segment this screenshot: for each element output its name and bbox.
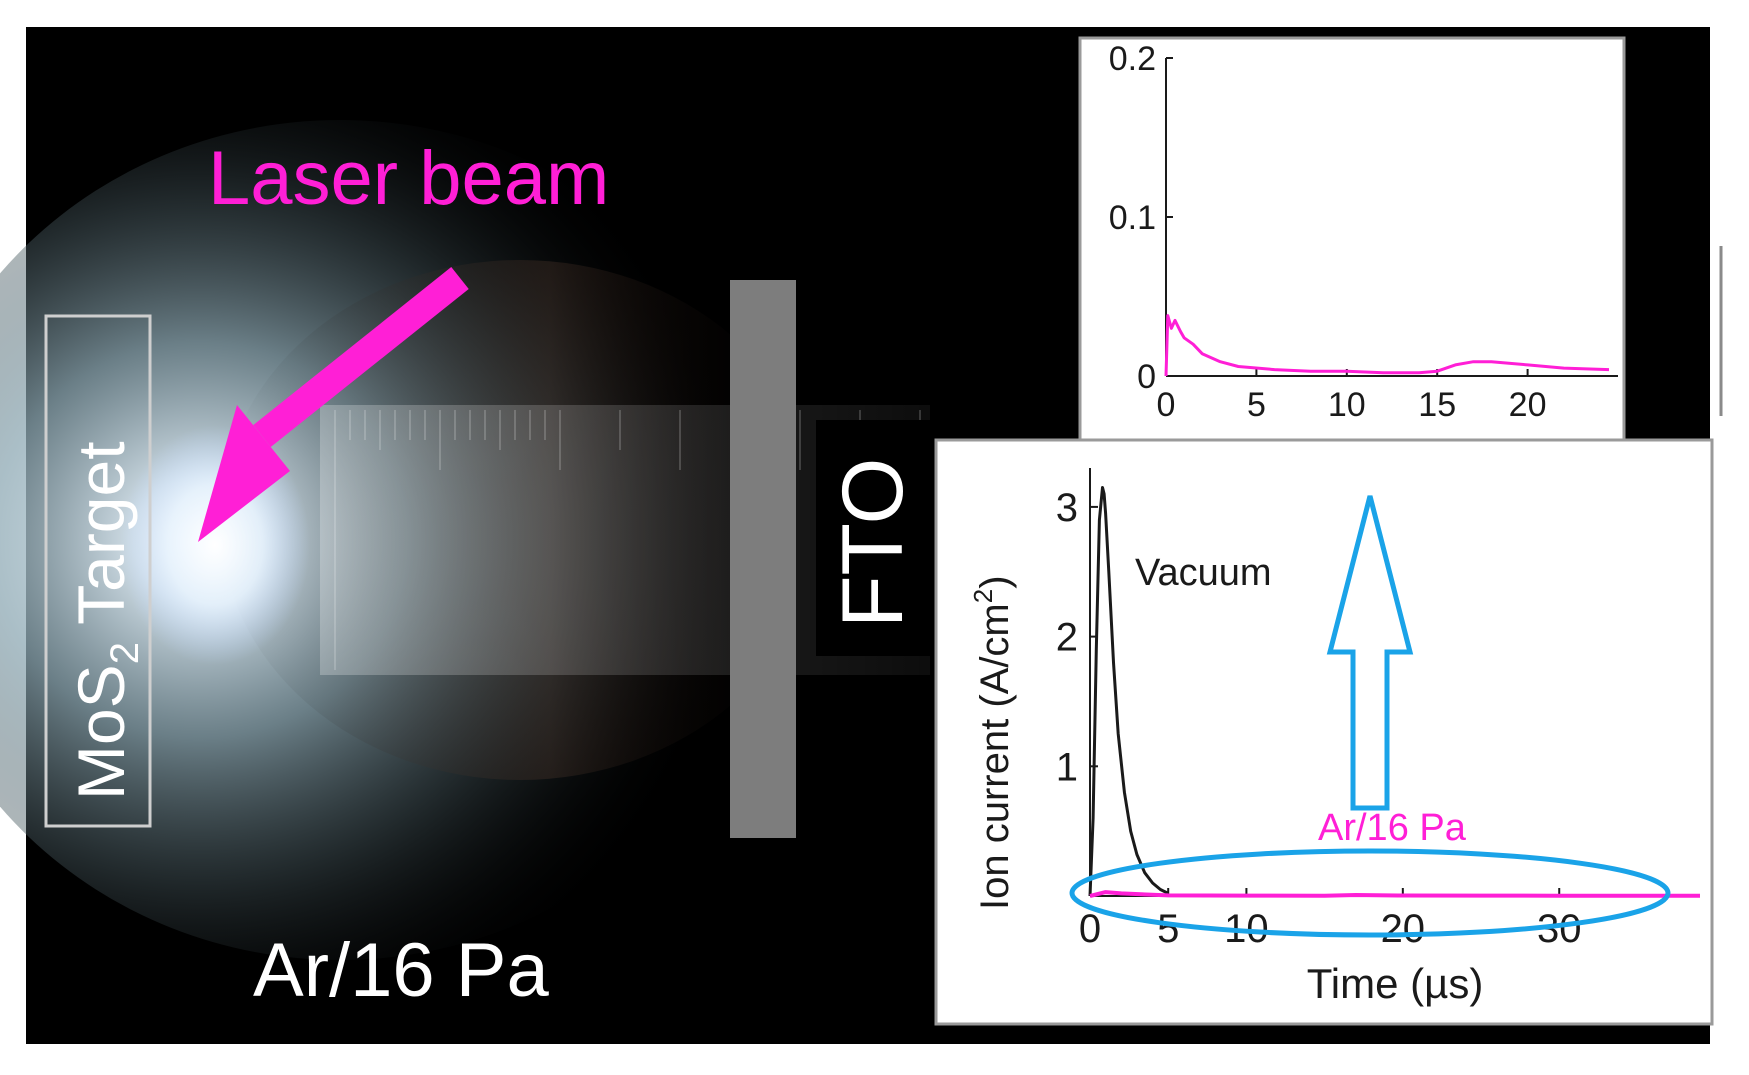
target-frame — [44, 314, 152, 828]
target-label: MoS2 Target — [44, 314, 152, 828]
increase-arrow — [1326, 495, 1414, 811]
inset-argon-trace — [1164, 314, 1610, 377]
main-series — [1088, 486, 1700, 898]
y-tick-label: 1 — [1056, 745, 1078, 789]
inset-x-tick-label: 5 — [1247, 386, 1266, 424]
fto-label: FTO — [825, 458, 921, 628]
argon-trace — [1089, 890, 1700, 898]
argon-series-label: Ar/16 Pa — [1318, 807, 1467, 849]
laser-beam-label: Laser beam — [208, 136, 609, 221]
y-tick-label: 3 — [1056, 486, 1078, 530]
inset-chart: 0 5 10 15 20 0 0.1 0.2 — [1078, 36, 1626, 442]
pressure-label: Ar/16 Pa — [253, 928, 549, 1013]
vacuum-trace — [1088, 486, 1169, 897]
fto-label-box — [816, 420, 934, 656]
inset-y-tick-label: 0 — [1137, 358, 1156, 396]
inset-x-tick-label: 20 — [1509, 386, 1547, 424]
inset-y-tick-label: 0.2 — [1109, 40, 1156, 78]
x-tick-label: 20 — [1381, 907, 1426, 951]
fto-substrate — [730, 280, 796, 838]
inset-panel — [1078, 36, 1626, 442]
inset-y-tick-label: 0.1 — [1109, 199, 1156, 237]
inset-series — [1164, 314, 1610, 377]
inset-ticks: 0 5 10 15 20 0 0.1 0.2 — [1109, 40, 1547, 424]
vacuum-series-label: Vacuum — [1135, 552, 1272, 594]
x-tick-label: 5 — [1157, 907, 1179, 951]
laser-arrow — [198, 267, 469, 542]
target-formula: MoS — [64, 664, 138, 800]
target-word: Target — [64, 441, 138, 624]
svg-text:MoS2 Target: MoS2 Target — [64, 441, 147, 800]
y-tick-label: 2 — [1056, 616, 1078, 660]
baseline-highlight-ellipse — [1069, 848, 1671, 938]
x-tick-label: 0 — [1079, 907, 1101, 951]
x-axis-title: Time (µs) — [1307, 960, 1484, 1007]
inset-x-tick-label: 10 — [1328, 386, 1366, 424]
y-axis-title: Ion current (A/cm2) — [968, 575, 1017, 910]
target-formula-subscript: 2 — [103, 642, 147, 664]
inset-x-tick-label: 0 — [1157, 386, 1176, 424]
main-panel — [934, 438, 1714, 1026]
inset-x-tick-label: 15 — [1418, 386, 1456, 424]
